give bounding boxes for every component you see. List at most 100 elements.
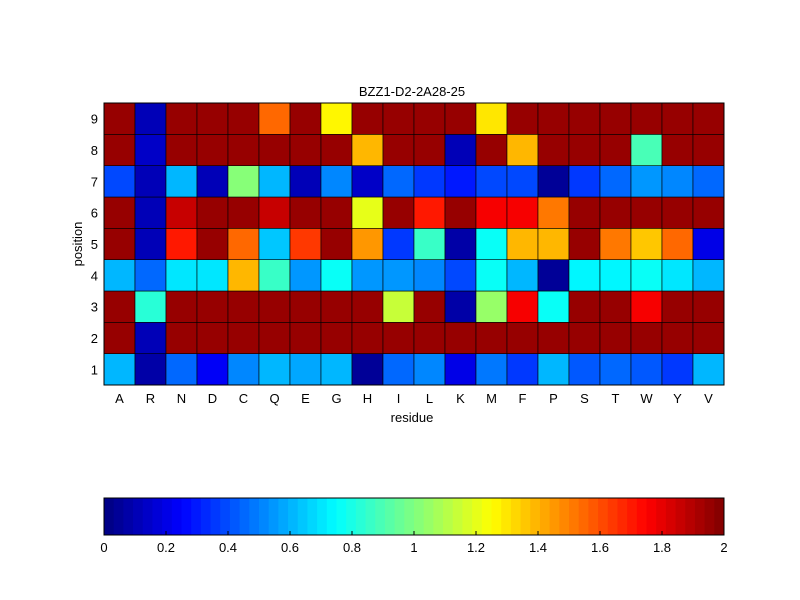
heatmap-cell xyxy=(568,353,601,386)
heatmap-cell xyxy=(227,259,260,292)
heatmap-cell xyxy=(692,228,725,260)
colorbar-band xyxy=(530,498,541,535)
x-tick-label: Y xyxy=(673,391,682,406)
colorbar-band xyxy=(481,498,492,535)
heatmap-cell xyxy=(134,196,167,229)
y-tick-label: 2 xyxy=(91,331,98,346)
heatmap-cell xyxy=(289,228,322,260)
x-axis-label: residue xyxy=(391,410,434,425)
heatmap-cell xyxy=(444,165,477,198)
colorbar-band xyxy=(462,498,473,535)
y-tick-label: 8 xyxy=(91,143,98,158)
heatmap-cell xyxy=(599,228,632,260)
heatmap-cell xyxy=(320,290,353,323)
heatmap-cell xyxy=(692,134,725,166)
heatmap-cell xyxy=(103,353,136,386)
colorbar-tick-label: 0.8 xyxy=(343,540,361,555)
heatmap-cell xyxy=(103,165,136,198)
heatmap-cell xyxy=(351,102,384,135)
colorbar-band xyxy=(133,498,144,535)
heatmap-cell xyxy=(661,134,694,166)
heatmap-cell xyxy=(196,322,229,354)
heatmap-cell xyxy=(568,259,601,292)
colorbar-band xyxy=(636,498,647,535)
colorbar-band xyxy=(200,498,212,535)
x-tick-label: H xyxy=(363,391,372,406)
heatmap-cell xyxy=(599,290,632,323)
heatmap-cell xyxy=(320,259,353,292)
heatmap-cell xyxy=(475,196,508,229)
heatmap-cell xyxy=(196,290,229,323)
x-tick-label: G xyxy=(331,391,341,406)
heatmap-cell xyxy=(134,228,167,260)
colorbar-band xyxy=(433,498,444,535)
heatmap-cell xyxy=(444,196,477,229)
heatmap-cell xyxy=(103,134,136,166)
heatmap-cell xyxy=(103,228,136,260)
y-tick-label: 9 xyxy=(91,112,98,127)
heatmap-cell xyxy=(568,322,601,354)
colorbar-band xyxy=(152,498,163,535)
x-tick-label: Q xyxy=(269,391,279,406)
heatmap-cell xyxy=(661,165,694,198)
heatmap-cell xyxy=(599,165,632,198)
colorbar-tick-label: 1 xyxy=(410,540,417,555)
colorbar-band xyxy=(607,498,618,535)
heatmap-cell xyxy=(475,290,508,323)
heatmap-cell xyxy=(475,228,508,260)
x-tick-label: F xyxy=(519,391,527,406)
heatmap-cell xyxy=(289,134,322,166)
heatmap-cell xyxy=(320,134,353,166)
colorbar xyxy=(104,498,725,535)
heatmap-cell xyxy=(382,290,415,323)
heatmap-cell xyxy=(475,102,508,135)
heatmap-cell xyxy=(537,290,570,323)
y-tick-label: 7 xyxy=(91,174,98,189)
heatmap-cell xyxy=(661,353,694,386)
colorbar-band xyxy=(627,498,638,535)
heatmap-cell xyxy=(444,102,477,135)
colorbar-tick-label: 0.4 xyxy=(219,540,237,555)
heatmap-cell xyxy=(227,134,260,166)
colorbar-band xyxy=(104,498,115,535)
heatmap-cell xyxy=(103,102,136,135)
colorbar-tick-label: 0 xyxy=(100,540,107,555)
heatmap-cell xyxy=(568,196,601,229)
heatmap-cell xyxy=(444,322,477,354)
colorbar-band xyxy=(191,498,202,535)
heatmap-cell xyxy=(630,196,663,229)
colorbar-band xyxy=(685,498,696,535)
heatmap-cell xyxy=(351,134,384,166)
heatmap-cell xyxy=(475,259,508,292)
heatmap-cell xyxy=(103,290,136,323)
colorbar-band xyxy=(714,498,725,535)
heatmap-cell xyxy=(134,102,167,135)
x-tick-label: K xyxy=(456,391,465,406)
heatmap-cell xyxy=(134,290,167,323)
x-tick-label: N xyxy=(177,391,186,406)
heatmap-cell xyxy=(382,102,415,135)
heatmap-cell xyxy=(258,134,291,166)
colorbar-band xyxy=(297,498,308,535)
colorbar-band xyxy=(704,498,715,535)
heatmap-cell xyxy=(320,322,353,354)
colorbar-band xyxy=(336,498,347,535)
heatmap-cell xyxy=(165,134,198,166)
heatmap-cell xyxy=(568,165,601,198)
plot-frame xyxy=(103,102,725,386)
heatmap-cell xyxy=(661,259,694,292)
heatmap-cell xyxy=(630,102,663,135)
heatmap-cell xyxy=(258,165,291,198)
heatmap-cell xyxy=(537,228,570,260)
colorbar-tick-labels: 0 0.2 0.4 0.6 0.8 1 1.2 1.4 1.6 1.8 2 xyxy=(100,531,728,555)
colorbar-band xyxy=(646,498,657,535)
heatmap-cell xyxy=(320,353,353,386)
colorbar-band xyxy=(491,498,502,535)
heatmap-cell xyxy=(258,259,291,292)
heatmap-cell xyxy=(692,290,725,323)
heatmap-cell xyxy=(413,134,446,166)
heatmap-cell xyxy=(506,134,539,166)
colorbar-band xyxy=(249,498,260,535)
heatmap-cell xyxy=(351,228,384,260)
heatmap-cell xyxy=(196,228,229,260)
